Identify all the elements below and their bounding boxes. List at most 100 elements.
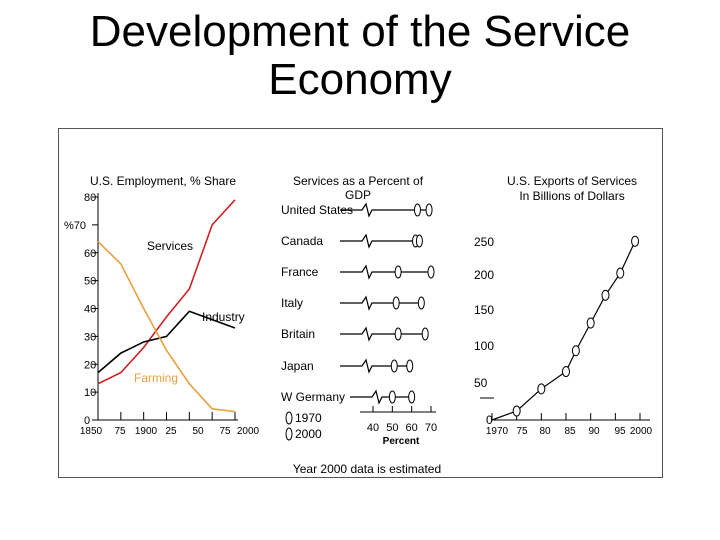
gdp-marker-2000	[415, 234, 423, 248]
employment-y-tick-label: 10	[84, 387, 96, 399]
exports-point	[601, 289, 610, 301]
employment-y-tick-label: 40	[84, 304, 96, 316]
gdp-marker-2000	[421, 327, 429, 341]
gdp-rows: United States Canada France Italy Britain Jap…	[281, 202, 435, 405]
gdp-marker-1970	[388, 390, 396, 404]
exports-series	[491, 235, 640, 421]
gdp-row-w-germany: W Germany	[281, 389, 416, 405]
gdp-row-line	[340, 202, 427, 218]
gdp-marker-1970	[392, 296, 400, 310]
gdp-row-line	[340, 233, 417, 249]
gdp-x-axis: 40 50 60 70	[360, 406, 437, 434]
employment-x-ticks: 1850 75 1900 25 50 75 2000	[80, 412, 260, 437]
employment-x-tick-label: 75	[219, 426, 231, 437]
gdp-x-label: Percent	[383, 436, 420, 447]
exports-y-tick-label: 250	[474, 235, 494, 249]
gdp-row-france: France	[281, 264, 435, 280]
employment-x-tick-label: 1850	[80, 426, 103, 437]
employment-y-tick-label: 60	[84, 248, 96, 260]
employment-y-tick-label: 20	[84, 359, 96, 371]
gdp-marker-1970	[413, 203, 421, 217]
gdp-country-label: Canada	[281, 234, 323, 248]
exports-line	[491, 240, 636, 421]
exports-y-tick-label: 100	[474, 339, 494, 353]
slide-title-line1: Development of the Service	[89, 7, 631, 56]
exports-y-ticks: 250 200 150 100 50 0	[474, 235, 494, 427]
exports-y-tick-label: 50	[474, 376, 488, 390]
gdp-country-label: France	[281, 265, 319, 279]
footnote: Year 2000 data is estimated	[293, 462, 441, 476]
gdp-marker-1970	[394, 327, 402, 341]
exports-point	[512, 405, 521, 417]
employment-y-tick-label: 50	[84, 276, 96, 288]
employment-series	[97, 199, 236, 413]
gdp-marker-2000	[406, 359, 414, 373]
series-label-services: Services	[147, 239, 193, 253]
employment-x-tick-label: 50	[192, 426, 204, 437]
gdp-country-label: Japan	[281, 359, 314, 373]
exports-y-tick-label: 0	[486, 413, 493, 427]
employment-y-tick-label: 30	[84, 331, 96, 343]
series-line-industry	[97, 310, 236, 374]
gdp-chart: Services as a Percent of GDP United Stat…	[281, 174, 437, 447]
exports-point	[631, 235, 640, 247]
exports-point	[616, 267, 625, 279]
gdp-x-tick-label: 50	[386, 422, 398, 434]
exports-x-axis: 1970 75 80 85 90 95 2000	[486, 413, 653, 437]
gdp-country-label: United States	[281, 203, 353, 217]
employment-axes	[97, 193, 238, 421]
gdp-row-line	[340, 295, 419, 311]
gdp-row-britain: Britain	[281, 326, 429, 342]
gdp-row-united-states: United States	[281, 202, 433, 218]
gdp-row-line	[340, 264, 428, 280]
employment-x-tick-label: 2000	[237, 426, 260, 437]
gdp-country-label: W Germany	[281, 390, 345, 404]
employment-x-tick-label: 75	[114, 426, 126, 437]
gdp-marker-2000	[408, 390, 416, 404]
legend-label-2000: 2000	[295, 427, 322, 441]
gdp-chart-title-line1: Services as a Percent of	[293, 174, 424, 188]
series-line-services	[97, 199, 236, 385]
exports-x-tick-label: 85	[564, 426, 576, 437]
employment-y-tick-label: 80	[84, 192, 96, 204]
employment-x-tick-label: 1900	[135, 426, 158, 437]
gdp-country-label: Italy	[281, 296, 303, 310]
chart-frame	[58, 128, 663, 478]
legend-label-1970: 1970	[295, 411, 322, 425]
gdp-row-line	[350, 389, 409, 405]
exports-point	[562, 366, 570, 377]
exports-x-tick-label: 75	[516, 426, 528, 437]
employment-y-tick-label: 0	[84, 415, 90, 427]
gdp-marker-2000	[417, 296, 425, 310]
gdp-marker-1970	[394, 265, 402, 279]
series-label-farming: Farming	[134, 371, 178, 385]
exports-x-tick-label: 1970	[486, 426, 509, 437]
exports-point	[571, 345, 580, 357]
gdp-country-label: Britain	[281, 327, 315, 341]
exports-chart-title-line2: In Billions of Dollars	[519, 189, 624, 203]
exports-chart: U.S. Exports of Services In Billions of …	[474, 174, 653, 437]
gdp-row-italy: Italy	[281, 295, 425, 311]
gdp-legend: 1970 2000	[285, 411, 322, 441]
slide-title: Development of the Service Economy	[0, 8, 720, 104]
gdp-x-tick-label: 70	[425, 422, 437, 434]
exports-x-tick-label: 2000	[630, 426, 653, 437]
employment-y-tick-label: %70	[64, 220, 86, 232]
series-label-industry: Industry	[202, 310, 245, 324]
legend-marker-1970	[285, 411, 293, 425]
employment-y-ticks: 80 %70 60 50 40 30 20 10 0	[64, 192, 98, 427]
gdp-row-line	[340, 326, 423, 342]
employment-x-tick-label: 25	[165, 426, 177, 437]
gdp-row-japan: Japan	[281, 358, 414, 374]
gdp-row-canada: Canada	[281, 233, 423, 249]
exports-x-tick-label: 95	[614, 426, 626, 437]
exports-x-tick-label: 90	[588, 426, 600, 437]
exports-point	[586, 317, 595, 329]
gdp-x-tick-label: 40	[367, 422, 379, 434]
exports-y-tick-label: 150	[474, 303, 494, 317]
gdp-chart-title-line2: GDP	[345, 188, 371, 202]
employment-chart: U.S. Employment, % Share 80 %70 60 50 40 30 20…	[64, 174, 260, 437]
legend-marker-2000	[285, 427, 293, 441]
gdp-marker-2000	[427, 265, 435, 279]
